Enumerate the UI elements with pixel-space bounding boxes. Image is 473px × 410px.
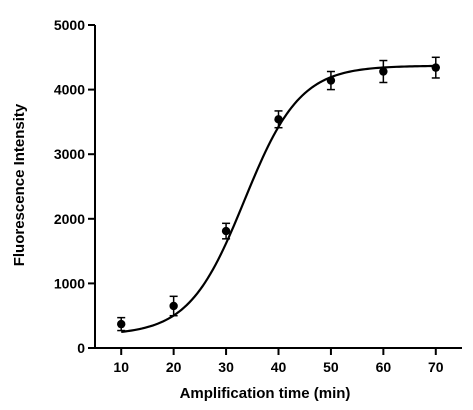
x-tick-label: 40 [271, 359, 287, 375]
y-axis-label: Fluorescence Intensity [11, 103, 28, 266]
y-tick-label: 1000 [54, 275, 85, 291]
y-tick-label: 2000 [54, 211, 85, 227]
data-point [379, 67, 388, 76]
data-point [326, 76, 336, 85]
data-point [274, 115, 283, 124]
x-tick-label: 10 [113, 359, 129, 375]
x-tick-label: 70 [428, 359, 444, 375]
plot-area: 0 1000 2000 3000 4000 5000 10 20 30 40 50 60 70 [54, 17, 462, 375]
y-tick-label: 3000 [54, 146, 85, 162]
data-point [169, 301, 178, 311]
x-tick-label: 50 [323, 359, 339, 375]
x-tick-label: 60 [376, 359, 392, 375]
y-tick-label: 5000 [54, 17, 85, 33]
fit-curve [121, 64, 436, 334]
x-tick-label: 30 [218, 359, 234, 375]
x-axis-label: Amplification time (min) [180, 385, 351, 402]
y-tick-label: 4000 [54, 82, 85, 98]
x-tick-label: 20 [166, 359, 182, 375]
data-point [221, 226, 231, 236]
data-point [431, 63, 440, 72]
data-point [117, 319, 126, 329]
y-tick-label: 0 [77, 340, 85, 356]
